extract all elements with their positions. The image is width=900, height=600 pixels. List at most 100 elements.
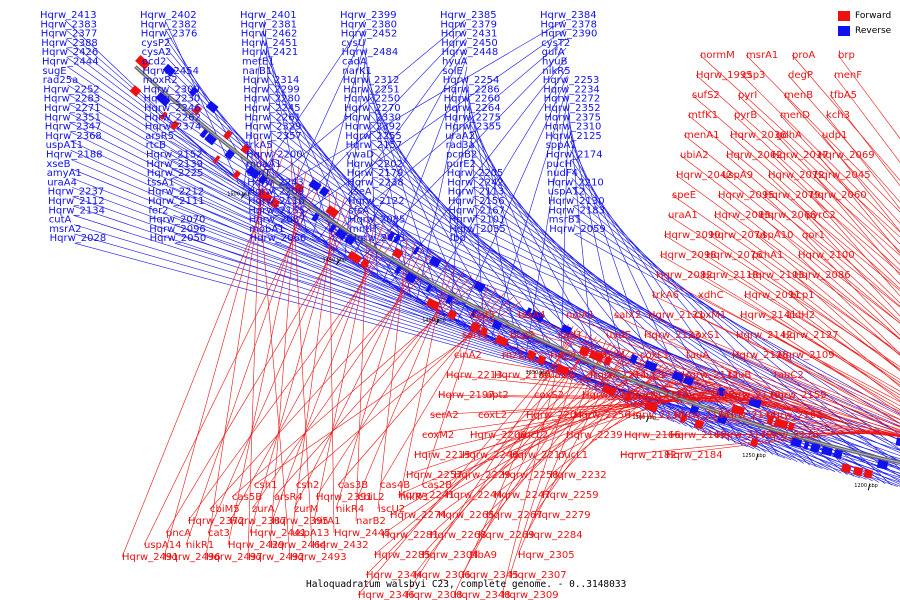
gene-label: tfbA5 (830, 90, 857, 101)
gene-label: Hqrw_2312 (343, 75, 400, 86)
gene-label: pucH (546, 159, 572, 170)
gene-label: Hqrw_2390 (541, 29, 598, 40)
gene-label: udp1 (822, 130, 847, 141)
leader-line (421, 284, 489, 486)
leader-line (372, 205, 900, 471)
gene-label: hyuB (542, 57, 568, 68)
gene-label: Hqrw_2284 (526, 530, 583, 541)
leader-line (290, 29, 566, 223)
gene-label: sppA1 (546, 140, 577, 151)
gene-arrow (601, 383, 617, 397)
leader-line (731, 354, 900, 428)
gene-label: Hqrw_2179 (347, 168, 404, 179)
leader-line (779, 114, 900, 245)
gene-label: xdhC (698, 290, 724, 301)
gene-label: Hqrw_2070 (149, 215, 206, 226)
gene-label: Hqrw_2391 (316, 492, 373, 503)
gene-label: coxL1 (640, 350, 669, 361)
gene-label: guaD1 (542, 370, 575, 381)
scale-label: 1500 kbp (227, 191, 251, 197)
gene-label: trkA6 (652, 290, 679, 301)
gene-label: Hqrw_2385 (440, 10, 497, 21)
gene-label: Hqrw_2492 (248, 552, 305, 563)
gene-label: Hqrw_2275 (444, 112, 501, 123)
gene-label: nikR5 (542, 66, 570, 77)
leader-line (373, 224, 900, 453)
leader-line (269, 166, 299, 546)
gene-label: Hqrw_2451 (241, 38, 298, 49)
leader-line (695, 74, 900, 256)
gene-label: Hqrw_2091 (744, 290, 801, 301)
gene-label: coxL2 (478, 410, 507, 421)
gene-label: Hqrw_2112 (48, 196, 105, 207)
leader-line (817, 154, 900, 254)
gene-label: Hqrw_2232 (550, 470, 607, 481)
gene-label: Hqrw_2066 (250, 233, 307, 244)
leader-line (271, 223, 384, 522)
leader-line (165, 29, 271, 208)
leader-line (381, 354, 640, 536)
gene-label: Hqrw_2190 (494, 370, 551, 381)
gene-label: Hqrw_2082 (656, 270, 713, 281)
leader-line (573, 224, 900, 424)
gene-label: tssA4 (518, 310, 546, 321)
leader-line (570, 159, 780, 457)
gene-label: menD (780, 110, 810, 121)
gene-label: Hqrw_2134 (48, 205, 105, 216)
gene-label: Hqrw_2086 (794, 270, 851, 281)
leader-line (565, 385, 722, 436)
leader-line (493, 365, 669, 496)
gene-label: cad1 (558, 330, 582, 341)
gene-label: Hqrw_2255 (345, 131, 402, 142)
leader-line (755, 234, 900, 356)
gene-label: Hqrw_2299 (243, 84, 300, 95)
gene-arrow (773, 417, 789, 430)
leader-line (349, 47, 467, 262)
gene-label: bcp1 (790, 290, 815, 301)
leader-line (143, 182, 322, 546)
gene-arrow (790, 437, 803, 448)
leader-line (355, 47, 567, 266)
gene-label: Hqrw_2261 (244, 112, 301, 123)
leader-line (639, 354, 900, 433)
leader-line (557, 378, 702, 456)
gene-arrow (428, 255, 442, 268)
leader-line (665, 429, 873, 456)
leader-line (805, 214, 900, 317)
gene-arrow (689, 404, 700, 415)
leader-line (170, 140, 681, 425)
leader-line (365, 338, 602, 576)
gene-label: Hqrw_2431 (441, 29, 498, 40)
leader-line (429, 396, 756, 416)
gene-label: Hqrw_2200 (246, 150, 303, 161)
gene-arrow (716, 387, 726, 397)
gene-label: pcnB2 (446, 150, 477, 161)
gene-label: menA1 (684, 130, 719, 141)
gene-label: Hqrw_2413 (40, 10, 97, 21)
leader-line (821, 134, 900, 232)
gene-label: Hqrw_2138 (628, 410, 685, 421)
leader-line (735, 334, 900, 420)
gene-label: uspA12 (548, 187, 585, 198)
gene-label: msrB1 (549, 215, 581, 226)
gene-arrow (359, 258, 370, 269)
gene-label: cas5B (232, 492, 262, 503)
gene-label: Hqrw_2238 (347, 177, 404, 188)
gene-label: Hqrw_2375 (544, 112, 601, 123)
scale-tick (336, 259, 341, 265)
gene-label: Hqrw_2213 (446, 370, 503, 381)
gene-label: trkA5 (246, 140, 273, 151)
gene-label: Hqrw_1995 (696, 70, 753, 81)
gene-label: Hqrw_2229 (454, 470, 511, 481)
gene-label: Hqrw_2491 (122, 552, 179, 563)
gene-label: Hqrw_2036 (730, 130, 787, 141)
gene-label: dcd3 (470, 310, 495, 321)
forward-swatch (838, 10, 850, 21)
gene-label: Hqrw_2184 (666, 450, 723, 461)
gene-label: csh2 (296, 480, 319, 491)
leader-line (509, 380, 707, 456)
gene-label: Hqrw_2269 (478, 530, 535, 541)
gene-arrow (159, 111, 168, 120)
scale-label: 1300 kbp (633, 415, 657, 421)
leader-line (473, 215, 900, 451)
